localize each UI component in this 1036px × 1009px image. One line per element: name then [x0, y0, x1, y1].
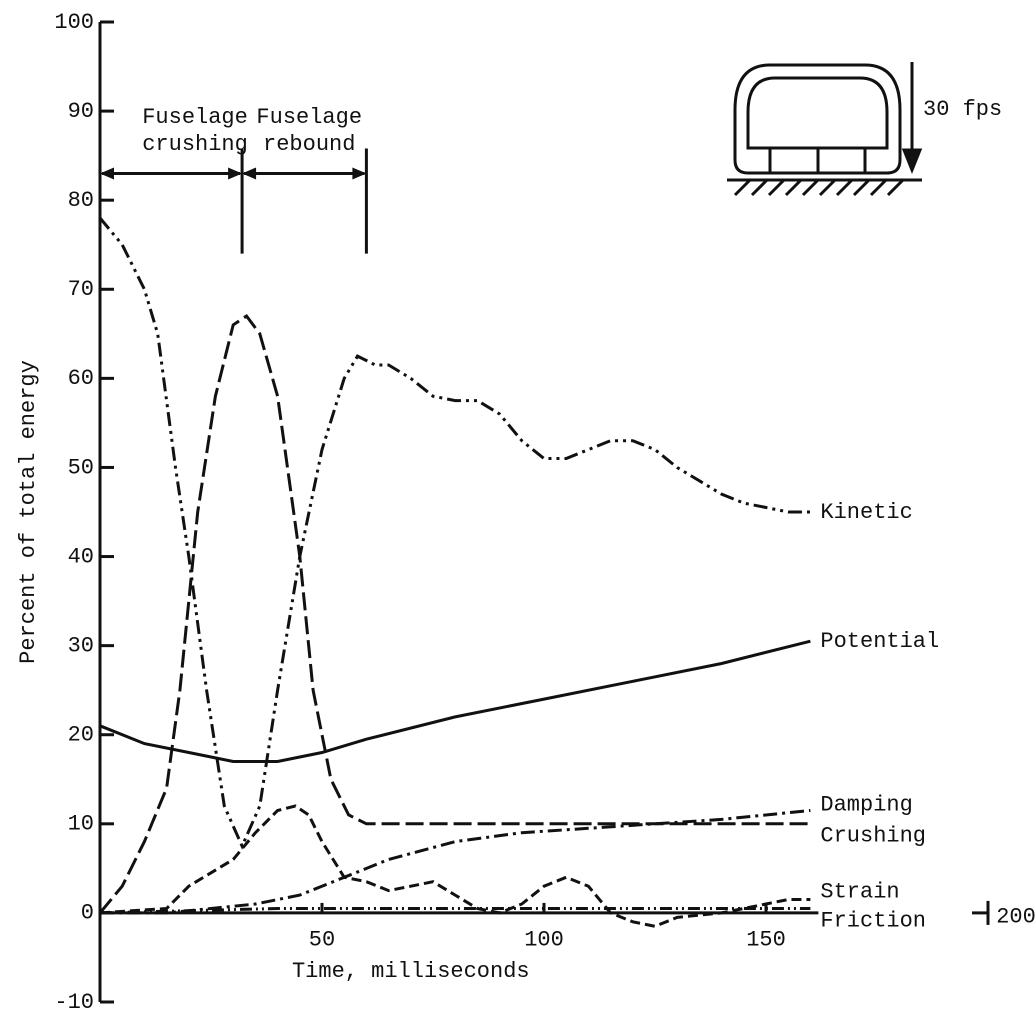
y-tick-label: 10: [68, 812, 94, 837]
series-label: Friction: [820, 908, 926, 933]
x-axis-label: Time, milliseconds: [292, 959, 530, 984]
arrow-head: [352, 167, 367, 180]
y-tick-label: 0: [81, 901, 94, 926]
x-tick-label: 50: [309, 928, 335, 953]
y-axis-label: Percent of total energy: [16, 360, 41, 664]
y-tick-label: 20: [68, 723, 94, 748]
annotation: Fuselage: [256, 105, 362, 130]
series-label: Damping: [820, 792, 912, 817]
series-label: Potential: [820, 629, 939, 654]
series-line: [99, 639, 811, 763]
y-tick-label: 80: [68, 188, 94, 213]
y-tick-label: -10: [54, 990, 94, 1009]
y-tick-label: 70: [68, 277, 94, 302]
series-line: [98, 313, 811, 914]
series-label: Crushing: [820, 824, 926, 849]
arrow-head: [228, 167, 243, 180]
series-line: [99, 804, 811, 928]
y-tick-label: 60: [68, 366, 94, 391]
fuselage-icon: [727, 62, 923, 197]
series-line: [98, 217, 811, 850]
y-tick-label: 50: [68, 455, 94, 480]
series-line: [99, 907, 811, 915]
series-label: Strain: [820, 879, 899, 904]
annotation: Fuselage: [142, 105, 248, 130]
series-label: Kinetic: [820, 500, 912, 525]
y-tick-label: 100: [54, 10, 94, 35]
arrow-head: [100, 167, 114, 180]
y-tick-label: 30: [68, 633, 94, 658]
y-tick-label: 90: [68, 99, 94, 124]
x-tick-label: 150: [746, 928, 786, 953]
series-line: [100, 809, 811, 915]
annotation: crushing: [142, 132, 248, 157]
x-tick-label: 100: [524, 928, 564, 953]
arrow-head: [242, 167, 257, 180]
impact-speed: 30 fps: [923, 97, 1002, 122]
y-tick-label: 40: [68, 544, 94, 569]
x-tick-label: 200: [996, 905, 1036, 930]
annotation: rebound: [263, 132, 355, 157]
